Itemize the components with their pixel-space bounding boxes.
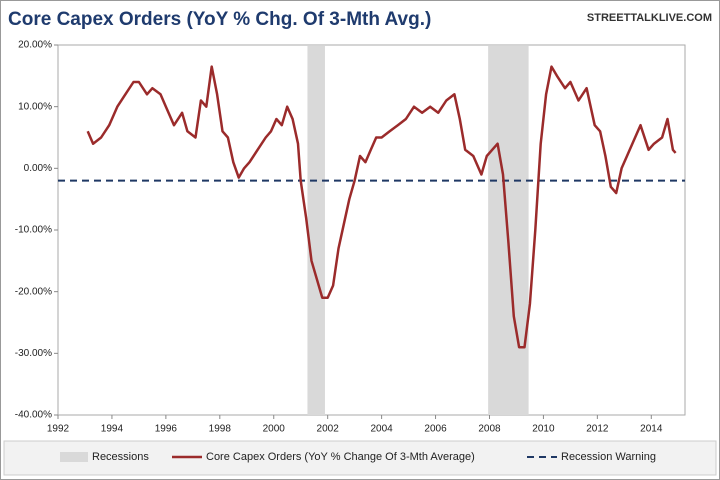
y-tick-label: -40.00% (15, 410, 52, 421)
y-tick-label: -30.00% (15, 348, 52, 359)
y-tick-label: -10.00% (15, 225, 52, 236)
x-tick-label: 1998 (209, 424, 232, 435)
legend-box (3, 440, 717, 476)
x-tick-label: 2006 (424, 424, 447, 435)
y-tick-label: 20.00% (18, 40, 52, 51)
legend-label: Core Capex Orders (YoY % Change Of 3-Mth… (206, 451, 475, 463)
x-tick-label: 1996 (155, 424, 178, 435)
x-tick-label: 2000 (263, 424, 286, 435)
x-tick-label: 2002 (317, 424, 340, 435)
y-tick-label: -20.00% (15, 286, 52, 297)
recession-band (307, 46, 325, 415)
chart-title: Core Capex Orders (YoY % Chg. Of 3-Mth A… (8, 9, 431, 30)
source: STREETTALKLIVE.COM (587, 12, 712, 24)
plot-area (57, 44, 686, 416)
legend-label: Recessions (92, 451, 149, 463)
x-tick-label: 2012 (586, 424, 609, 435)
x-tick-label: 2010 (532, 424, 555, 435)
x-tick-label: 2008 (478, 424, 501, 435)
legend-swatch (60, 452, 88, 462)
legend-label: Recession Warning (561, 451, 656, 463)
y-tick-label: 0.00% (24, 163, 52, 174)
x-tick-label: 1994 (101, 424, 124, 435)
x-tick-label: 2004 (370, 424, 393, 435)
y-tick-label: 10.00% (18, 101, 52, 112)
x-tick-label: 1992 (47, 424, 70, 435)
x-tick-label: 2014 (640, 424, 663, 435)
series-line (86, 65, 677, 349)
